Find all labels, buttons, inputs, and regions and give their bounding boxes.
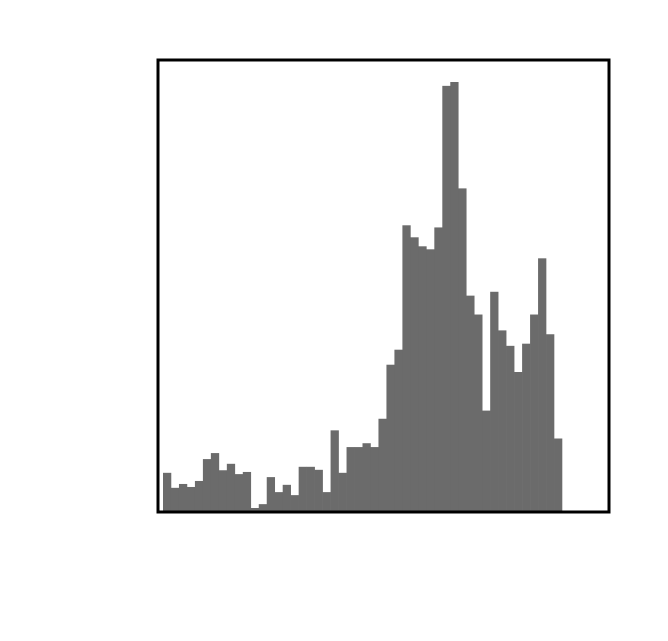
histogram-bar xyxy=(402,225,411,512)
histogram-bar xyxy=(330,430,339,511)
histogram-bar xyxy=(290,495,299,511)
histogram-bar xyxy=(394,349,403,511)
histogram-bar xyxy=(314,469,323,511)
histogram-bar xyxy=(338,472,347,511)
histogram-bar xyxy=(194,480,204,511)
histogram-bar xyxy=(506,345,515,511)
histogram-bar xyxy=(386,364,395,511)
histogram-bar xyxy=(186,486,196,511)
histogram-bar xyxy=(522,343,531,511)
histogram-bar xyxy=(538,258,547,511)
histogram-bar xyxy=(274,492,283,511)
histogram-bar xyxy=(434,227,443,511)
histogram-bars xyxy=(163,82,563,512)
histogram-bar xyxy=(474,314,483,511)
histogram-bar xyxy=(170,487,180,511)
histogram-bar xyxy=(306,466,315,511)
histogram-bar xyxy=(226,463,236,511)
histogram-bar xyxy=(202,459,212,511)
plot-frame xyxy=(156,58,611,514)
histogram-bar xyxy=(514,372,523,511)
histogram-bar xyxy=(426,249,435,511)
histogram-bar xyxy=(466,295,475,511)
histogram-bar xyxy=(554,438,563,511)
histogram-bar xyxy=(378,418,387,511)
histogram-bar xyxy=(482,410,491,511)
histogram-bar xyxy=(322,492,331,511)
histogram-bar xyxy=(442,85,451,512)
histogram-bar xyxy=(490,291,499,511)
histogram-bar xyxy=(410,237,419,512)
histogram-bar xyxy=(346,447,355,511)
histogram-bar xyxy=(218,470,228,512)
histogram-bar xyxy=(210,453,220,511)
histogram-bar xyxy=(298,466,307,511)
histogram-bar xyxy=(370,447,379,511)
histogram-bar xyxy=(498,330,507,511)
histogram-bar xyxy=(163,472,172,511)
histogram-bar xyxy=(450,82,459,511)
histogram-bar xyxy=(266,477,276,511)
histogram-bar xyxy=(258,504,268,511)
histogram-bar xyxy=(354,447,363,511)
histogram-bar xyxy=(234,474,244,511)
histogram-bar xyxy=(242,471,252,511)
histogram-bar xyxy=(282,484,291,511)
histogram-bar xyxy=(250,508,260,511)
histogram-bar xyxy=(458,188,467,511)
histogram-bar xyxy=(530,314,539,511)
histogram-bar xyxy=(418,246,427,511)
histogram-bar xyxy=(178,483,188,511)
histogram-bar xyxy=(546,334,555,511)
histogram-bar xyxy=(362,443,371,511)
